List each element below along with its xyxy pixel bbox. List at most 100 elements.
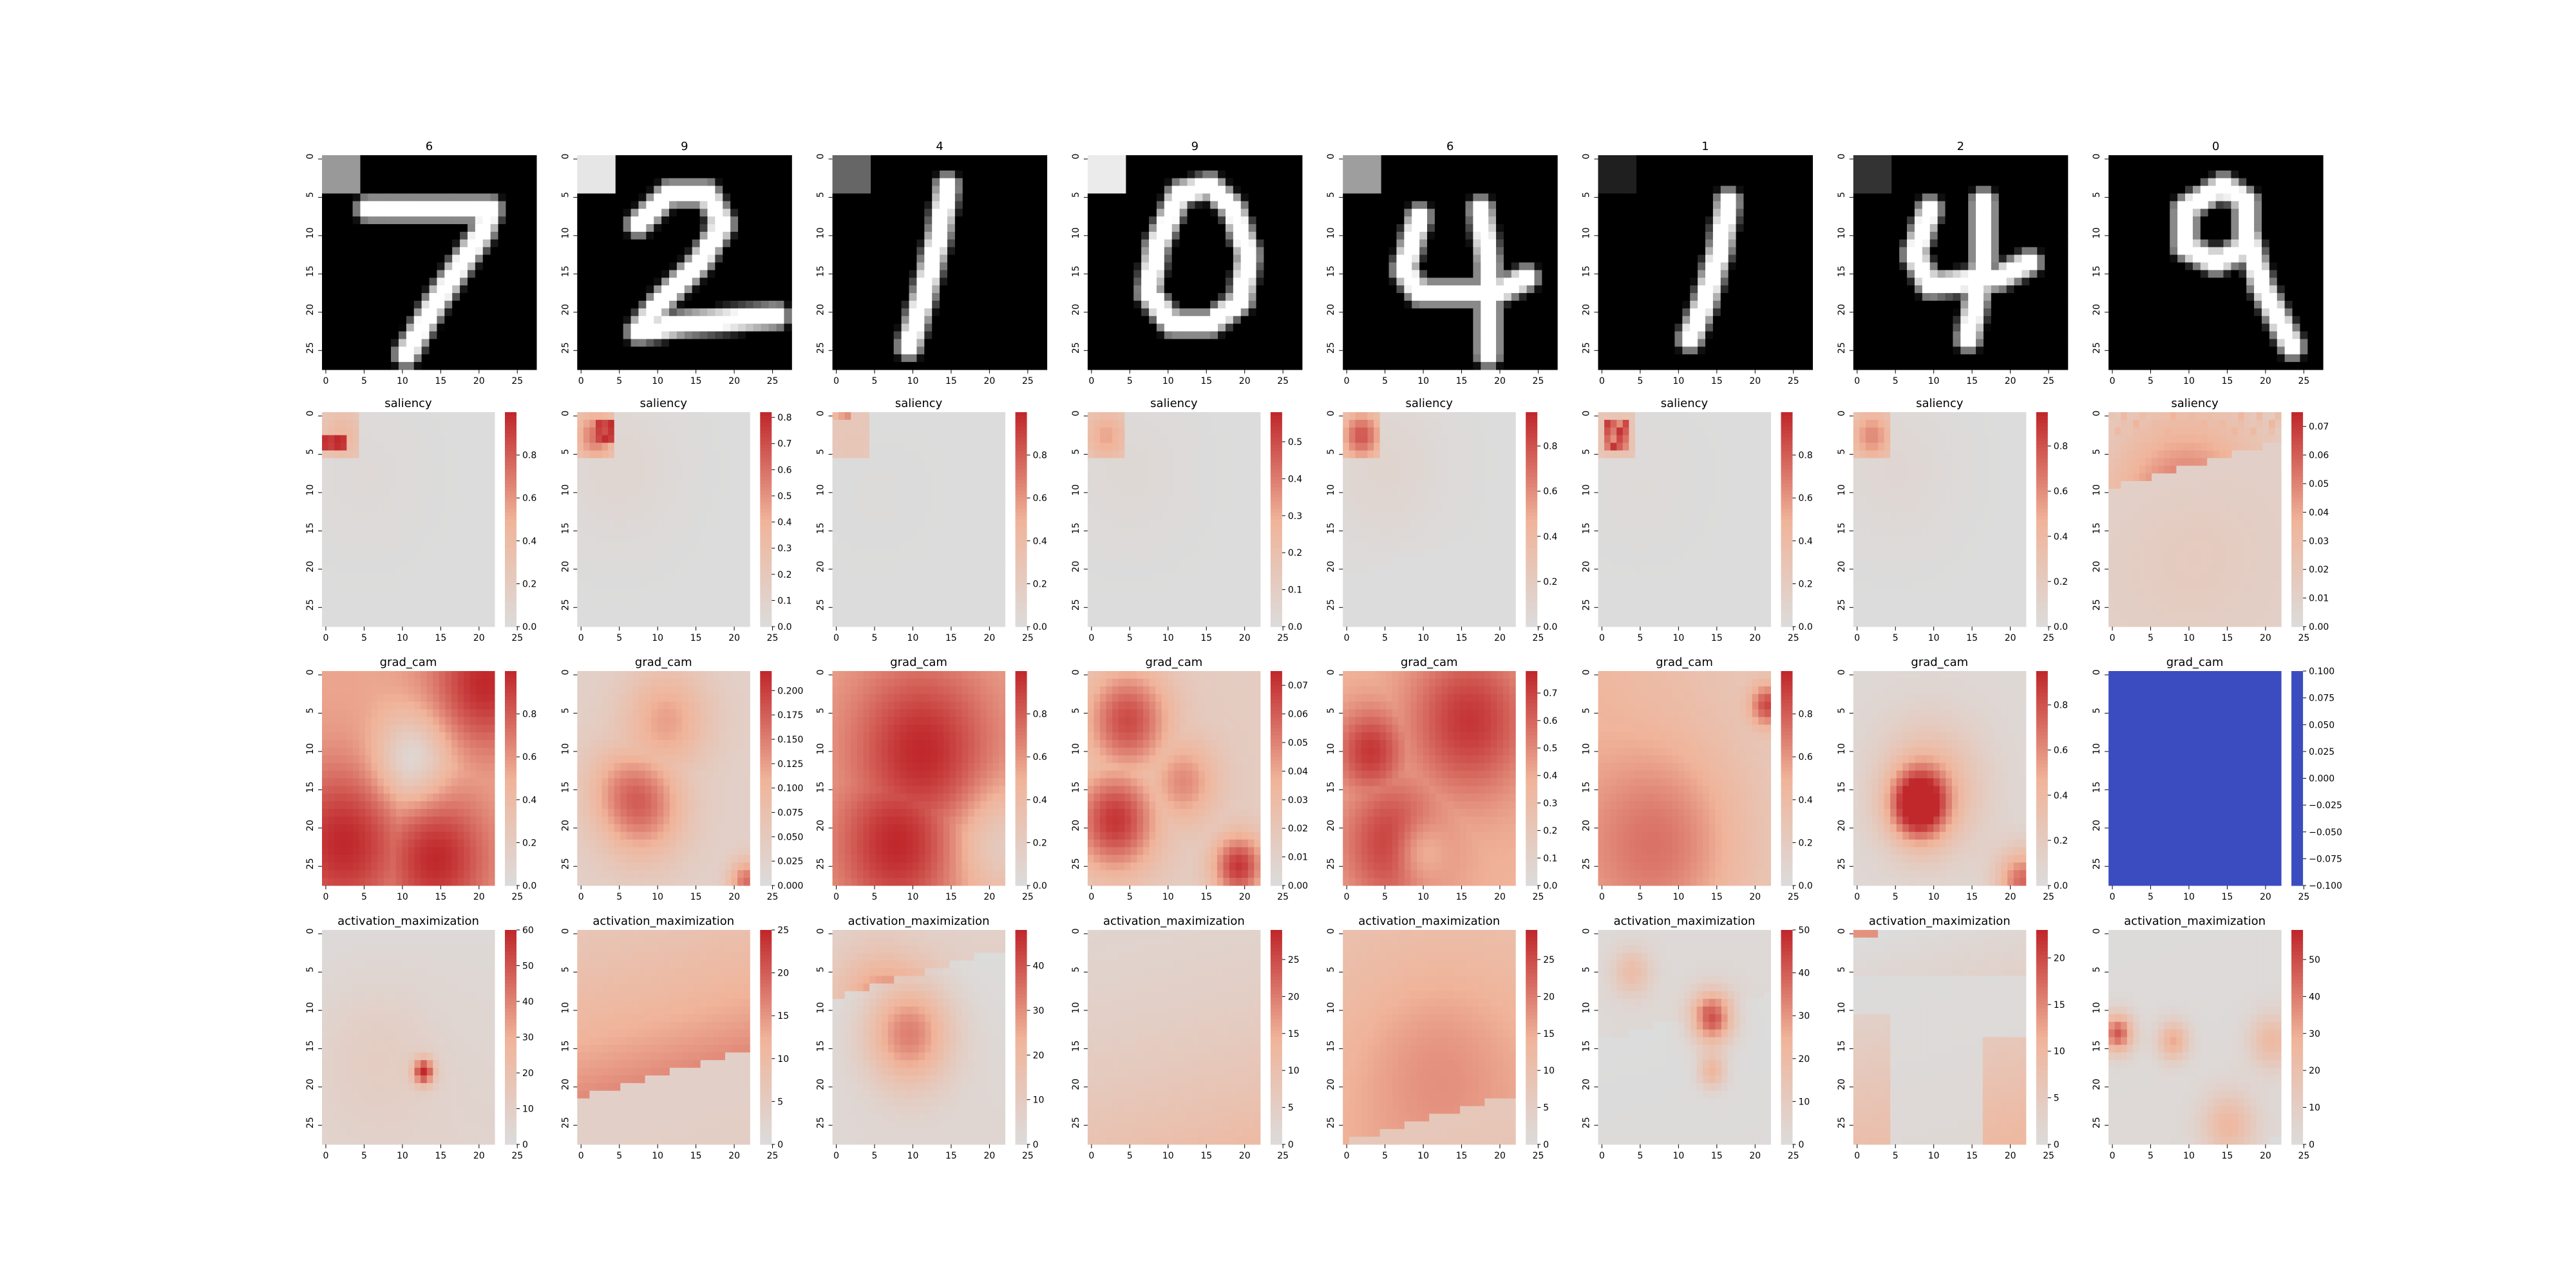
activation_maximization-cell	[408, 1075, 415, 1083]
saliency-cell	[663, 550, 670, 558]
input-cell	[646, 186, 654, 194]
saliency-cell	[334, 520, 341, 527]
input-cell	[491, 324, 498, 332]
saliency-cell	[602, 497, 609, 504]
activation_maximization-cell	[445, 1099, 451, 1106]
saliency-cell	[583, 473, 590, 481]
saliency-cell	[670, 573, 676, 581]
grad_cam-cell	[482, 809, 489, 817]
input-cell	[753, 362, 761, 370]
grad_cam-title: grad_cam	[380, 656, 437, 669]
activation_maximization-cell	[334, 1007, 341, 1014]
input-cell	[452, 193, 460, 201]
input-cell	[353, 255, 361, 263]
saliency-cell	[415, 412, 421, 420]
input-cell	[577, 240, 585, 247]
saliency-colorbar-segment	[505, 598, 516, 602]
input-cell	[391, 224, 399, 232]
activation_maximization-cell	[433, 1045, 439, 1052]
input-cell	[422, 193, 430, 201]
grad_cam-xtick-label: 20	[473, 892, 485, 902]
input-cell	[475, 339, 483, 346]
grad_cam-cell	[427, 848, 433, 855]
saliency-cell	[439, 504, 446, 512]
saliency-cell	[596, 473, 602, 481]
saliency-cell	[645, 535, 652, 542]
input-cell	[468, 308, 475, 316]
grad_cam-cell	[464, 832, 470, 840]
input-cell	[730, 216, 738, 224]
saliency-colorbar-segment	[505, 601, 516, 605]
input-cell	[600, 301, 608, 308]
grad_cam-cell	[390, 740, 396, 748]
saliency-cell	[602, 412, 609, 420]
grad_cam-cell	[359, 717, 365, 724]
grad_cam-xtick-label: 15	[435, 892, 446, 902]
saliency-cell	[334, 481, 341, 489]
input-cell	[437, 240, 444, 247]
input-cell	[391, 171, 399, 178]
input-cell	[638, 324, 646, 332]
saliency-cell	[408, 512, 415, 520]
input-cell	[677, 240, 685, 247]
input-cell	[769, 201, 777, 209]
grad_cam-cell	[470, 878, 477, 886]
input-cell	[353, 270, 361, 278]
saliency-cell	[583, 520, 590, 527]
grad_cam-cell	[464, 687, 470, 694]
activation_maximization-cell	[365, 1030, 372, 1037]
input-cell	[491, 232, 498, 240]
grad_cam-cell	[341, 740, 347, 748]
saliency-cell	[676, 489, 682, 497]
saliency-cell	[433, 535, 439, 542]
input-cell	[383, 224, 391, 232]
input-cell	[707, 346, 715, 354]
grad_cam-cell	[365, 817, 372, 824]
grad_cam-colorbar-segment	[505, 724, 516, 728]
input-cell	[600, 293, 608, 301]
input-cell	[521, 346, 529, 354]
grad_cam-cell	[372, 786, 378, 793]
activation_maximization-colorbar-segment	[505, 1133, 516, 1137]
input-cell	[600, 339, 608, 346]
grad_cam-cell	[396, 809, 402, 817]
input-cell	[577, 263, 585, 270]
grad_cam-cell	[341, 855, 347, 862]
input-cell	[330, 362, 337, 370]
input-cell	[353, 293, 361, 301]
input-cell	[460, 316, 468, 324]
saliency-cell	[427, 497, 433, 504]
saliency-xtick-label: 20	[473, 633, 485, 643]
input-cell	[730, 186, 738, 194]
grad_cam-cell	[334, 801, 341, 809]
saliency-colorbar-segment	[505, 433, 516, 437]
saliency-cell	[663, 435, 670, 443]
input-cell	[383, 232, 391, 240]
grad_cam-cell	[421, 832, 427, 840]
grad_cam-cell	[377, 878, 384, 886]
activation_maximization-cell	[377, 1129, 384, 1137]
grad_cam-cell	[384, 862, 390, 870]
input-ytick-label: 15	[305, 265, 316, 277]
input-cell	[491, 171, 498, 178]
grad_cam-cell	[415, 870, 421, 878]
saliency-colorbar-segment	[505, 488, 516, 491]
saliency-cell	[408, 504, 415, 512]
saliency-cell	[470, 489, 477, 497]
grad_cam-colorbar-segment	[505, 860, 516, 864]
saliency-cell	[488, 611, 495, 619]
activation_maximization-cell	[353, 1137, 359, 1144]
activation_maximization-cell	[396, 930, 402, 938]
activation_maximization-cell	[384, 1121, 390, 1129]
activation_maximization-cell	[384, 1091, 390, 1099]
input-cell	[460, 209, 468, 216]
activation_maximization-cell	[482, 938, 489, 945]
saliency-cell	[384, 443, 390, 451]
grad_cam-cell	[346, 848, 353, 855]
saliency-cell	[396, 565, 402, 573]
grad_cam-cell	[458, 694, 464, 702]
saliency-cell	[482, 565, 489, 573]
input-cell	[646, 263, 654, 270]
input-cell	[414, 232, 422, 240]
saliency-cell	[439, 489, 446, 497]
